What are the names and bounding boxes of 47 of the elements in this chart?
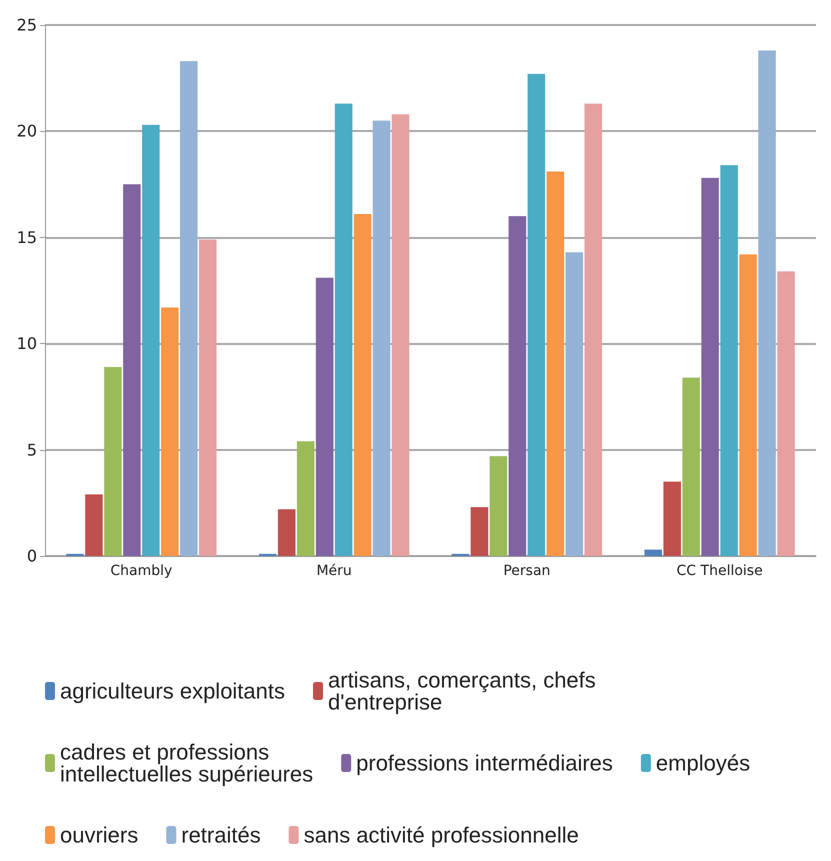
bar [528,74,546,556]
x-tick-label: Persan [503,563,550,579]
y-tick-label: 0 [26,546,37,566]
legend-label: agriculteurs exploitants [60,678,286,704]
bar [123,184,141,556]
y-tick-label: 10 [16,334,37,354]
y-tick-label: 25 [16,16,37,34]
bar [334,104,352,556]
legend-label: retraités [181,822,261,848]
bar [470,507,488,556]
bar [566,252,584,556]
bar [682,378,700,556]
legend-label: professions intermédiaires [356,750,613,776]
bar [278,509,296,556]
bar [316,278,334,556]
bar [490,456,508,556]
y-tick-label: 15 [16,228,37,247]
bar [720,165,738,556]
bar [198,240,217,556]
bar [644,550,662,556]
bar [372,120,390,556]
x-tick-label: Méru [316,563,352,579]
bar [161,307,179,556]
bar [546,172,564,556]
legend-label: artisans, comerçants, chefs d'entreprise [328,668,602,714]
bar [739,254,757,556]
bar [508,216,526,556]
bar [104,366,122,556]
bar [663,482,681,556]
bar [180,61,198,556]
legend-label: employés [656,750,750,776]
x-tick-label: CC Thelloise [676,563,763,579]
x-tick-label: Chambly [110,563,172,579]
bar [392,114,410,556]
y-tick-label: 20 [16,122,37,141]
bar [701,178,719,556]
legend-label: ouvriers [60,822,138,848]
legend-label: sans activité professionnelle [304,822,579,848]
bar [777,271,795,556]
bar [584,104,602,556]
bar [296,441,314,556]
bar [758,50,776,556]
bar [85,494,103,556]
y-tick-label: 5 [26,440,37,460]
bar [354,214,372,556]
bar [142,124,160,556]
legend-label: cadres et professions intellectuelles supérieures [60,740,314,786]
